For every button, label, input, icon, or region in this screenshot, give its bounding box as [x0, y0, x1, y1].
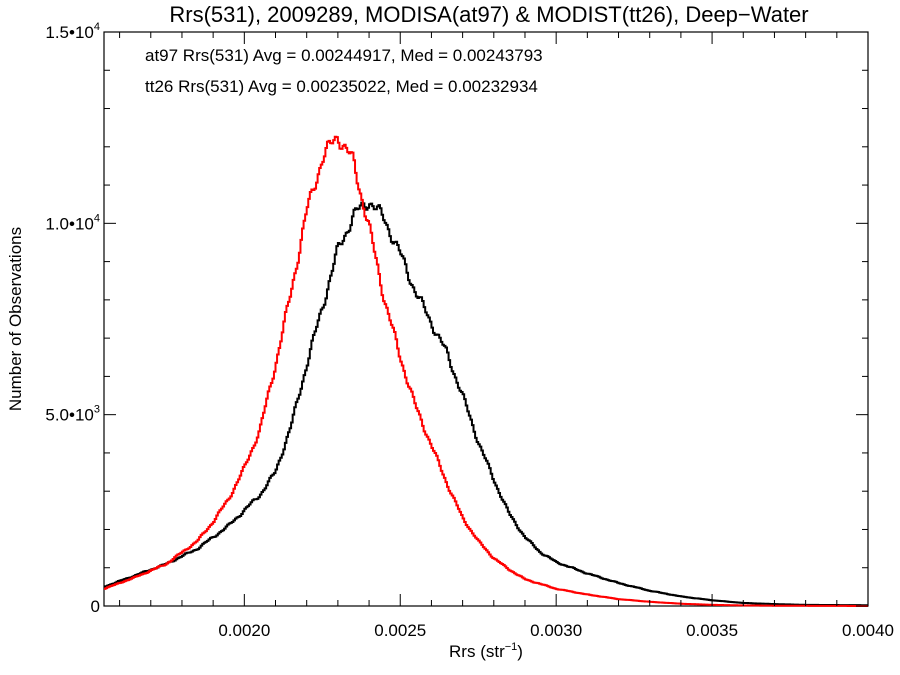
y-tick-label: 5.0•103	[45, 404, 100, 425]
tick-layer: 0.0020 0.0025 0.0030 0.0035 0.0040 0 5.0•103 1.…	[45, 21, 894, 640]
x-axis-label-base: Rrs (str	[449, 642, 505, 661]
chart-title: Rrs(531), 2009289, MODISA(at97) & MODIST…	[169, 2, 808, 27]
annotation-tt26: tt26 Rrs(531) Avg = 0.00235022, Med = 0.…	[145, 77, 538, 96]
x-tick-label: 0.0025	[374, 621, 426, 640]
x-axis-label-close: )	[517, 642, 523, 661]
y-tick-label: 1.5•104	[45, 21, 100, 42]
annotation-at97: at97 Rrs(531) Avg = 0.00244917, Med = 0.…	[145, 46, 543, 65]
plot-frame	[103, 31, 869, 607]
x-tick-label: 0.0035	[686, 621, 738, 640]
x-tick-label: 0.0020	[218, 621, 270, 640]
y-tick-label: 1.0•104	[45, 212, 100, 233]
series-layer	[104, 135, 868, 607]
x-axis-label: Rrs (str−1)	[449, 641, 523, 661]
x-tick-label: 0.0030	[530, 621, 582, 640]
x-axis-label-exponent: −1	[505, 641, 518, 653]
histogram-tt26-line	[104, 135, 868, 607]
histogram-at97-line	[104, 201, 868, 607]
x-tick-label: 0.0040	[842, 621, 894, 640]
y-axis-label: Number of Observations	[6, 227, 25, 411]
y-tick-label: 0	[91, 597, 100, 616]
